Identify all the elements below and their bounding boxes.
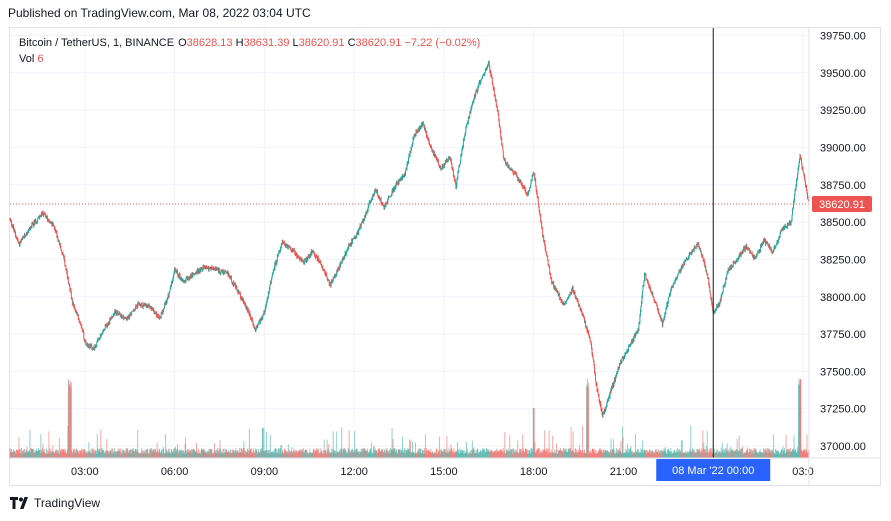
volume-value: 6 <box>37 53 44 65</box>
y-tick-label: 37250.00 <box>820 404 866 416</box>
last-price-label: 38620.91 <box>819 199 865 211</box>
chart-overlays: 38620.91 08 Mar '22 00:00 <box>10 28 872 481</box>
x-tick-label: 21:00 <box>610 466 638 478</box>
y-tick-label: 39750.00 <box>820 30 866 42</box>
x-tick-label: 03:0 <box>792 466 813 478</box>
chart-axes: 37000.00 37250.00 37500.00 37750.00 38000.00… <box>10 28 881 486</box>
open-label: O <box>178 37 187 49</box>
high-value: 38631.39 <box>243 37 290 49</box>
tradingview-logo-icon <box>10 497 28 509</box>
tradingview-brand[interactable]: TradingView <box>10 496 100 510</box>
crosshair-time-badge <box>656 459 771 481</box>
high-label: H <box>235 37 244 49</box>
chart-legend: Bitcoin / TetherUS, 1, BINANCE O38628.13 … <box>19 35 480 67</box>
x-tick-label: 09:00 <box>251 466 279 478</box>
low-label: L <box>292 37 299 49</box>
y-tick-label: 37750.00 <box>820 329 866 341</box>
chart-frame <box>9 27 881 486</box>
y-tick-label: 39250.00 <box>820 105 866 117</box>
volume-bars <box>9 378 810 458</box>
open-value: 38628.13 <box>186 37 233 49</box>
x-tick-label: 12:00 <box>340 466 368 478</box>
low-value: 38620.91 <box>298 37 345 49</box>
symbol-label: Bitcoin / TetherUS, 1, BINANCE <box>19 37 175 49</box>
x-tick-label: 15:00 <box>430 466 458 478</box>
x-tick-label: 03:00 <box>71 466 99 478</box>
x-tick-label: 06:00 <box>161 466 189 478</box>
chart-grid <box>10 28 809 458</box>
y-tick-label: 37500.00 <box>820 366 866 378</box>
y-tick-label: 38000.00 <box>820 292 866 304</box>
last-price-badge <box>812 196 872 213</box>
change-value: −7.22 (−0.02%) <box>404 37 481 49</box>
y-tick-label: 38250.00 <box>820 254 866 266</box>
crosshair-time-label: 08 Mar '22 00:00 <box>672 465 754 477</box>
published-caption: Published on TradingView.com, Mar 08, 20… <box>8 6 311 20</box>
volume-label: Vol <box>19 53 35 65</box>
close-value: 38620.91 <box>355 37 402 49</box>
y-tick-label: 39500.00 <box>820 68 866 80</box>
y-tick-label: 39000.00 <box>820 142 866 154</box>
close-label: C <box>347 37 356 49</box>
candlestick-series <box>9 60 810 418</box>
y-tick-label: 38750.00 <box>820 180 866 192</box>
y-tick-label: 37000.00 <box>820 441 866 453</box>
y-tick-label: 38500.00 <box>820 217 866 229</box>
brand-label: TradingView <box>34 496 101 510</box>
x-tick-label: 18:00 <box>520 466 548 478</box>
